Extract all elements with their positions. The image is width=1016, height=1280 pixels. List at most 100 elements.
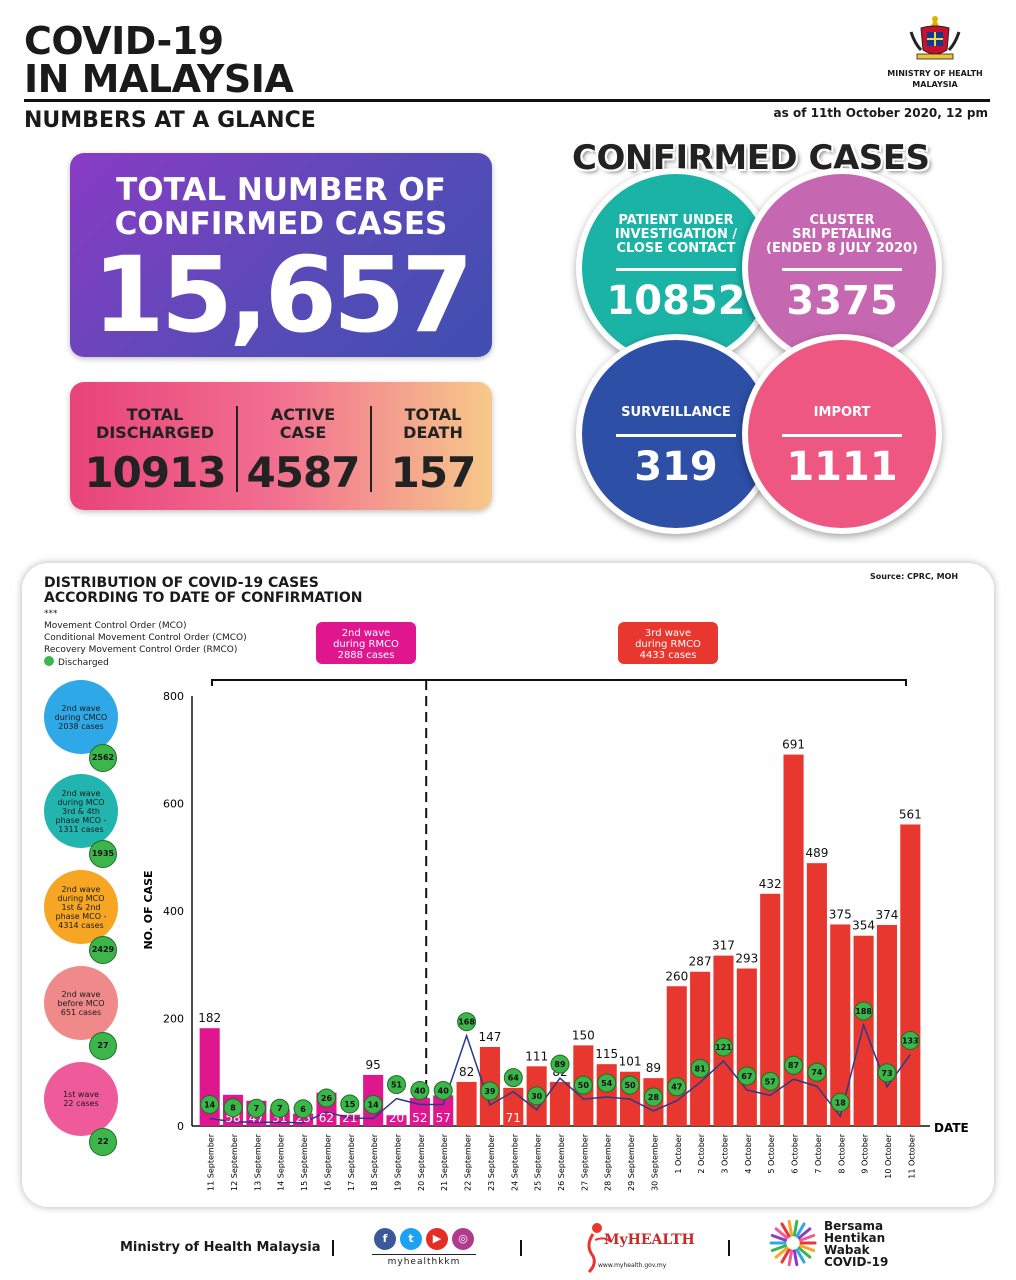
discharged-value-label: 89 xyxy=(554,1060,566,1069)
bar-value-label: 95 xyxy=(366,1058,381,1072)
bar xyxy=(876,924,898,1126)
discharged-marker xyxy=(480,1081,500,1101)
subtitle: NUMBERS AT A GLANCE xyxy=(24,108,316,133)
bar-value-label: 293 xyxy=(735,952,758,966)
x-tick-label: 4 October xyxy=(744,1133,753,1173)
bersama-ray xyxy=(795,1222,806,1238)
bar-value-label: 115 xyxy=(595,1047,618,1061)
wave3-rmco-label: 3rd wave during RMCO 4433 cases xyxy=(618,622,718,664)
bersama-ray xyxy=(799,1233,816,1242)
y-tick-label: 200 xyxy=(163,1013,184,1026)
bar-value-label: 62 xyxy=(319,1111,334,1125)
youtube-icon[interactable]: ▶ xyxy=(426,1228,448,1250)
discharged-value-label: 7 xyxy=(254,1104,260,1113)
discharged-value-label: 74 xyxy=(811,1068,823,1077)
discharged-marker xyxy=(900,1031,920,1051)
bersama-ray xyxy=(780,1222,791,1238)
bersama-ray xyxy=(774,1227,789,1240)
bar-value-label: 260 xyxy=(665,969,688,983)
footer-divider xyxy=(332,1240,334,1256)
x-tick-label: 7 October xyxy=(814,1133,823,1173)
wave2-rmco-label: 2nd wave during RMCO 2888 cases xyxy=(316,622,416,664)
instagram-icon[interactable]: ◎ xyxy=(452,1228,474,1250)
stat-divider xyxy=(370,406,372,492)
discharged-value-label: 14 xyxy=(368,1100,380,1109)
facebook-icon[interactable]: f xyxy=(374,1228,396,1250)
x-tick-label: 9 October xyxy=(861,1133,870,1173)
bar-value-label: 71 xyxy=(506,1111,521,1125)
side-bubble-before-mco: 2nd wave before MCO 651 cases xyxy=(44,966,118,1040)
bar xyxy=(339,1114,360,1126)
discharged-marker xyxy=(363,1094,383,1114)
ministry-name: MINISTRY OF HEALTH MALAYSIA xyxy=(887,69,983,89)
x-axis-label: DATE xyxy=(934,1121,969,1135)
x-tick-label: 15 September xyxy=(300,1133,309,1191)
y-tick-label: 600 xyxy=(163,798,184,811)
discharged-marker xyxy=(760,1071,780,1091)
chart-source: Source: CPRC, MOH xyxy=(870,572,959,581)
discharged-value-label: 47 xyxy=(671,1083,682,1092)
bersama-ray xyxy=(787,1219,794,1237)
bar-value-label: 489 xyxy=(805,846,828,860)
side-bubble-mco-34: 2nd wave during MCO 3rd & 4th phase MCO -13… xyxy=(44,774,118,848)
bar xyxy=(783,754,804,1126)
x-tick-label: 11 September xyxy=(207,1133,216,1191)
social-handle[interactable]: myhealthkkm xyxy=(372,1254,476,1267)
x-tick-label: 30 September xyxy=(650,1133,659,1191)
y-tick-label: 0 xyxy=(177,1120,184,1133)
import-label: IMPORT xyxy=(813,405,871,420)
discharged-marker xyxy=(387,1075,407,1095)
total-confirmed-card: TOTAL NUMBER OF CONFIRMED CASES 15,657 xyxy=(70,153,492,357)
x-tick-label: 19 September xyxy=(394,1133,403,1191)
x-tick-label: 1 October xyxy=(674,1133,683,1173)
death-stat: TOTAL DEATH 157 xyxy=(374,406,492,498)
x-tick-label: 3 October xyxy=(720,1133,729,1173)
bar-value-label: 691 xyxy=(782,738,805,752)
discharged-marker xyxy=(200,1094,220,1114)
discharged-value-label: 6 xyxy=(300,1105,306,1114)
side-badge-mco-12: 2429 xyxy=(89,936,117,964)
bersama-ray xyxy=(780,1248,791,1264)
discharged-value-label: 50 xyxy=(624,1081,636,1090)
discharged-marker xyxy=(784,1055,804,1075)
bar-value-label: 147 xyxy=(478,1030,501,1044)
as-of-date: as of 11th October 2020, 12 pm xyxy=(773,106,988,120)
pui-label: PATIENT UNDER INVESTIGATION / CLOSE CONT… xyxy=(614,213,738,256)
y-tick-label: 400 xyxy=(163,905,184,918)
discharged-value-label: 67 xyxy=(741,1072,752,1081)
discharged-value-label: 30 xyxy=(531,1092,543,1101)
stat-divider xyxy=(236,406,238,492)
side-badge-cmco: 2562 xyxy=(89,744,117,772)
discharged-marker xyxy=(223,1098,243,1118)
twitter-icon[interactable]: t xyxy=(400,1228,422,1250)
discharged-value-label: 18 xyxy=(835,1098,847,1107)
x-tick-label: 20 September xyxy=(417,1133,426,1191)
bar xyxy=(830,924,851,1126)
bar xyxy=(456,1081,477,1126)
bersama-ray xyxy=(774,1246,789,1259)
discharged-marker xyxy=(597,1073,617,1093)
bar-value-label: 182 xyxy=(198,1011,221,1025)
discharged-marker xyxy=(246,1098,266,1118)
bar xyxy=(806,863,827,1126)
discharged-marker xyxy=(854,1001,874,1021)
x-tick-label: 28 September xyxy=(604,1133,613,1191)
bar xyxy=(433,1095,454,1126)
title-line1: COVID-19 xyxy=(24,19,224,63)
bar xyxy=(853,935,874,1126)
import-circle: IMPORT 1111 xyxy=(742,334,942,534)
y-axis-label: NO. OF CASE xyxy=(142,870,155,949)
active-stat: ACTIVE CASE 4587 xyxy=(240,406,366,498)
bar xyxy=(736,968,757,1126)
surveillance-label: SURVEILLANCE xyxy=(621,405,731,420)
discharged-value-label: 64 xyxy=(508,1074,520,1083)
surveillance-value: 319 xyxy=(634,444,718,490)
discharged-marker xyxy=(830,1092,850,1112)
x-tick-label: 12 September xyxy=(230,1133,239,1191)
side-bubble-first-wave: 1st wave 22 cases xyxy=(44,1062,118,1136)
bar-value-label: 561 xyxy=(899,807,922,821)
discharged-value-label: 39 xyxy=(484,1087,496,1096)
import-value: 1111 xyxy=(786,444,898,490)
myhealth-url[interactable]: www.myhealth.gov.my xyxy=(598,1262,667,1269)
